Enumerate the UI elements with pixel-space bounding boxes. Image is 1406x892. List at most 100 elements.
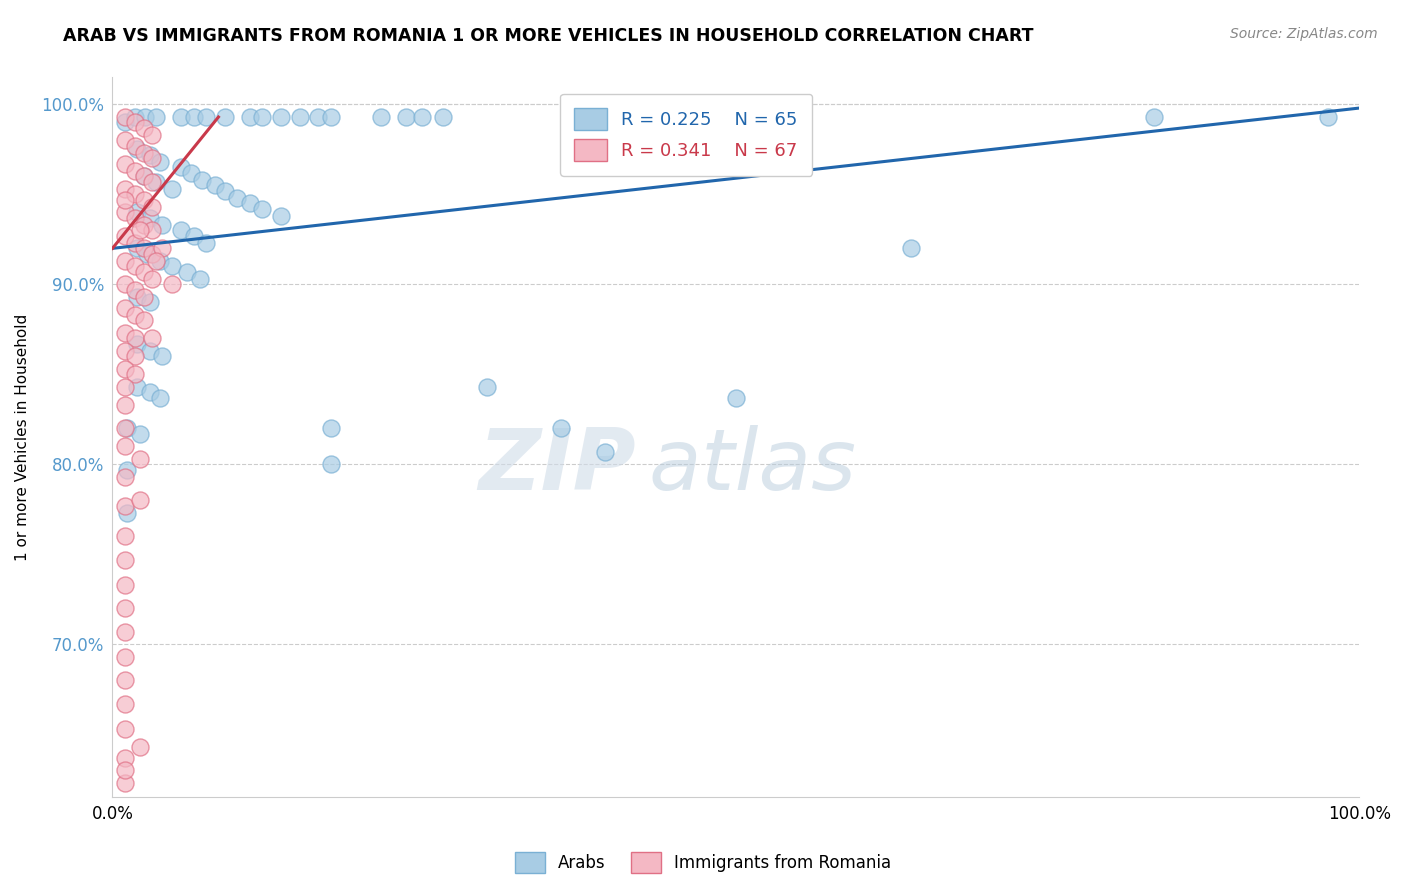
Point (114, 697, 136, 711)
Point (1143, 110, 1166, 124)
Point (141, 128, 163, 142)
Point (139, 295, 162, 310)
Point (127, 241, 149, 255)
Point (150, 241, 173, 255)
Point (132, 146, 155, 161)
Point (194, 235, 217, 250)
Point (114, 649, 136, 664)
Point (114, 750, 136, 764)
Point (124, 349, 146, 363)
Point (124, 187, 146, 202)
Point (114, 110, 136, 124)
Point (150, 218, 173, 232)
Point (214, 184, 236, 198)
Y-axis label: 1 or more Vehicles in Household: 1 or more Vehicles in Household (15, 314, 30, 561)
Point (136, 246, 159, 260)
Point (319, 457, 342, 471)
Point (319, 421, 342, 435)
Point (128, 493, 150, 508)
Point (114, 228, 136, 243)
Point (370, 110, 392, 124)
Point (134, 110, 156, 124)
Point (124, 331, 146, 345)
Point (124, 235, 146, 250)
Point (127, 143, 149, 157)
Point (411, 110, 433, 124)
Point (114, 673, 136, 688)
Point (114, 578, 136, 592)
Point (114, 470, 136, 484)
Point (319, 110, 342, 124)
Point (114, 277, 136, 292)
Point (226, 191, 249, 205)
Point (114, 182, 136, 196)
Point (149, 254, 172, 268)
Point (194, 110, 217, 124)
Point (141, 200, 163, 214)
Point (170, 110, 193, 124)
Point (114, 115, 136, 129)
Point (128, 739, 150, 754)
Point (900, 241, 922, 255)
Point (139, 343, 162, 358)
Point (149, 155, 172, 169)
Point (170, 161, 193, 175)
Point (114, 499, 136, 513)
Point (124, 110, 146, 124)
Point (141, 223, 163, 237)
Point (132, 313, 155, 327)
Point (250, 110, 273, 124)
Point (288, 110, 311, 124)
Point (114, 421, 136, 435)
Point (214, 110, 236, 124)
Point (162, 277, 184, 292)
Point (114, 624, 136, 639)
Point (114, 439, 136, 453)
Point (145, 175, 167, 189)
Point (188, 272, 211, 286)
Point (114, 398, 136, 412)
Point (117, 506, 139, 520)
Point (132, 120, 155, 135)
Point (183, 110, 205, 124)
Point (139, 148, 162, 162)
Point (204, 178, 226, 193)
Point (127, 290, 149, 304)
Point (114, 326, 136, 340)
Point (117, 463, 139, 477)
Point (128, 451, 150, 466)
Point (128, 223, 150, 237)
Point (183, 228, 205, 243)
Point (176, 265, 198, 279)
Point (114, 133, 136, 147)
Point (114, 343, 136, 358)
Point (124, 308, 146, 322)
Point (128, 426, 150, 441)
Point (132, 218, 155, 232)
Point (145, 254, 167, 268)
Point (239, 196, 262, 211)
Text: atlas: atlas (648, 425, 856, 508)
Text: ZIP: ZIP (478, 425, 636, 508)
Point (114, 362, 136, 376)
Point (132, 265, 155, 279)
Point (127, 380, 149, 394)
Point (1317, 110, 1340, 124)
Point (114, 763, 136, 777)
Point (124, 164, 146, 178)
Point (162, 182, 184, 196)
Point (150, 349, 173, 363)
Legend: R = 0.225    N = 65, R = 0.341    N = 67: R = 0.225 N = 65, R = 0.341 N = 67 (560, 94, 813, 176)
Point (550, 421, 572, 435)
Point (114, 380, 136, 394)
Point (114, 205, 136, 219)
Point (141, 175, 163, 189)
Point (149, 391, 172, 405)
Point (114, 722, 136, 736)
Point (141, 152, 163, 166)
Point (270, 110, 292, 124)
Point (270, 209, 292, 223)
Point (124, 211, 146, 225)
Point (124, 115, 146, 129)
Point (724, 391, 747, 405)
